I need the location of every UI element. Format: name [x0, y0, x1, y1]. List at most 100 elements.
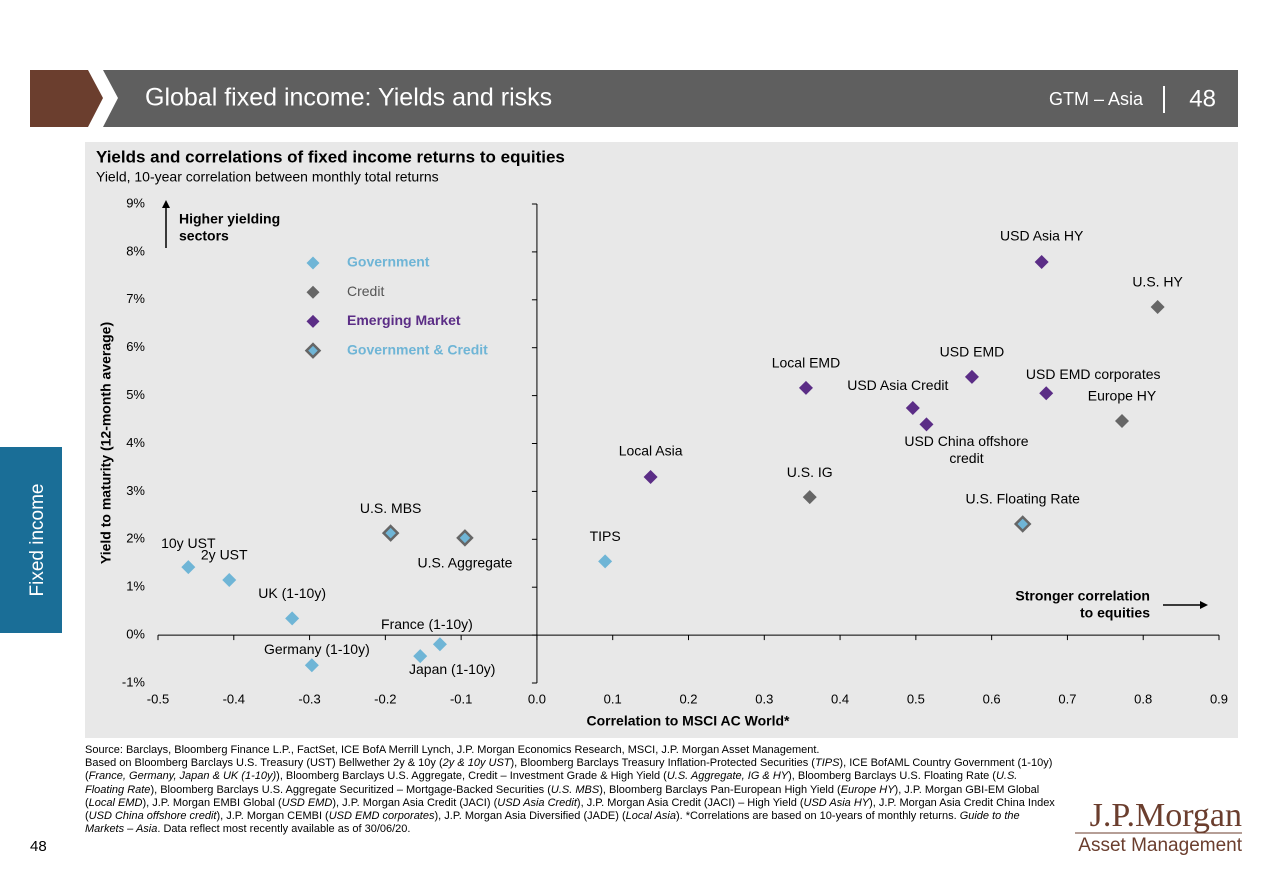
point: [798, 380, 813, 395]
logo-brand: J.P.Morgan: [1090, 797, 1242, 834]
point-label: U.S. HY: [1132, 274, 1183, 290]
point: [181, 560, 196, 575]
y-tick-label: 5%: [126, 387, 145, 402]
footnote-text: USD EMD: [281, 796, 333, 809]
footnote-text: ), J.P. Morgan Asia Credit China Index (: [85, 796, 1055, 823]
footnote-text: Source: Barclays, Bloomberg Finance L.P.…: [85, 744, 820, 756]
point: [1013, 515, 1032, 533]
footnote-text: Local EMD: [88, 796, 143, 809]
x-tick-label: -0.1: [450, 691, 472, 706]
footnote-text: USD Asia Credit: [497, 796, 577, 809]
point-label: Europe HY: [1088, 388, 1157, 404]
footnote-text: 2y & 10y UST: [442, 757, 511, 770]
footnote-text: Guide to the Markets – Asia: [85, 810, 1020, 836]
y-tick-label: 4%: [126, 435, 145, 450]
footnote-text: ), J.P. Morgan Asia Credit (JACI) (: [332, 796, 498, 809]
point-label: Germany (1-10y): [264, 641, 370, 657]
footnote-text: U.S. MBS: [550, 783, 600, 796]
side-tab-label: Fixed income: [27, 484, 48, 597]
point-label: U.S. Aggregate: [417, 555, 512, 571]
y-tick-label: 2%: [126, 531, 145, 546]
point: [598, 554, 613, 569]
point-label: Local EMD: [772, 355, 840, 371]
annotation-arrowhead: [1200, 601, 1208, 609]
x-tick-label: 0.1: [604, 691, 622, 706]
x-tick-label: -0.4: [223, 691, 245, 706]
y-tick-label: 3%: [126, 483, 145, 498]
annotation: Higher yielding: [179, 211, 280, 227]
x-tick-label: 0.0: [528, 691, 546, 706]
footnote-text: USD China offshore credit: [88, 810, 217, 823]
chart-subtitle: Yield, 10-year correlation between month…: [96, 169, 439, 185]
point: [919, 417, 934, 432]
point-label: Japan (1-10y): [409, 661, 495, 677]
point-label: 10y UST: [161, 535, 216, 551]
footnote-text: ), J.P. Morgan CEMBI (: [216, 810, 329, 823]
footnote-text: ), J.P. Morgan GBI-EM Global (: [85, 783, 1040, 809]
footnote-text: ), J.P. Morgan Asia Credit (JACI) – High…: [576, 796, 804, 809]
footnote-text: Based on Bloomberg Barclays U.S. Treasur…: [85, 757, 443, 770]
point: [1150, 299, 1165, 314]
side-tab: [0, 447, 62, 633]
point: [432, 637, 447, 652]
footnote-text: USD EMD corporates: [328, 810, 435, 823]
legend-label: Government: [347, 254, 430, 270]
footnote-text: ), J.P. Morgan EMBI Global (: [142, 796, 282, 809]
x-tick-label: 0.6: [983, 691, 1001, 706]
point: [381, 524, 400, 542]
point-label: USD EMD corporates: [1026, 366, 1161, 382]
header-page: 48: [1189, 85, 1216, 112]
footnote-text: ), Bloomberg Barclays U.S. Aggregate, Cr…: [276, 770, 667, 783]
point-label: U.S. MBS: [360, 500, 421, 516]
point: [413, 649, 428, 664]
footnote-text: ), Bloomberg Barclays Treasury Inflation…: [510, 757, 815, 770]
chart-panel: [85, 142, 1238, 738]
point-label: France (1-10y): [381, 616, 473, 632]
y-tick-label: 1%: [126, 579, 145, 594]
header-title: Global fixed income: Yields and risks: [145, 84, 552, 112]
x-tick-label: -0.5: [147, 691, 169, 706]
footnote-text: ), J.P. Morgan Asia Diversified (JADE) (: [434, 810, 626, 823]
footnote-text: . Data reflect most recently available a…: [157, 823, 411, 836]
annotation: Stronger correlation: [1015, 588, 1150, 604]
annotation-arrowhead: [162, 200, 170, 208]
footnote-text: ), Bloomberg Barclays U.S. Floating Rate…: [788, 770, 996, 783]
y-axis-title: Yield to maturity (12-month average): [98, 322, 114, 564]
footnote-body: Based on Bloomberg Barclays U.S. Treasur…: [85, 757, 1055, 836]
point: [285, 611, 300, 626]
y-tick-label: -1%: [122, 674, 146, 689]
x-tick-label: 0.7: [1058, 691, 1076, 706]
annotation: to equities: [1080, 605, 1150, 621]
point-label: 2y UST: [201, 547, 248, 563]
point: [905, 401, 920, 416]
x-tick-label: 0.2: [679, 691, 697, 706]
legend-label: Emerging Market: [347, 312, 461, 328]
footnote-text: USD Asia HY: [803, 796, 870, 809]
point: [643, 470, 658, 485]
point: [1034, 254, 1049, 269]
footnote-text: ), Bloomberg Barclays U.S. Aggregate Sec…: [150, 783, 551, 796]
footnote-source: Source: Barclays, Bloomberg Finance L.P.…: [85, 744, 1055, 757]
legend-marker: [304, 342, 322, 359]
footnote-text: ). *Correlations are based on 10-years o…: [675, 810, 960, 823]
footnote-text: Local Asia: [625, 810, 676, 823]
point-label: TIPS: [590, 528, 621, 544]
x-tick-label: 0.3: [755, 691, 773, 706]
point: [456, 529, 474, 547]
y-tick-label: 8%: [126, 243, 145, 258]
point-label: USD Asia HY: [1000, 228, 1084, 244]
y-tick-label: 7%: [126, 291, 145, 306]
point-label: U.S. Floating Rate: [966, 491, 1081, 507]
footnote-text: U.S. Aggregate, IG & HY: [666, 770, 789, 783]
footnote: Source: Barclays, Bloomberg Finance L.P.…: [85, 744, 1055, 836]
y-tick-label: 9%: [126, 195, 145, 210]
x-tick-label: 0.8: [1134, 691, 1152, 706]
header-guide: GTM – Asia: [1049, 89, 1144, 109]
footnote-text: TIPS: [814, 757, 840, 770]
point: [1039, 386, 1054, 401]
x-axis-title: Correlation to MSCI AC World*: [587, 713, 791, 729]
footnote-text: ), ICE BofAML Country Government (1-10y)…: [85, 757, 1053, 783]
legend-label: Credit: [347, 283, 384, 299]
point-label: UK (1-10y): [258, 585, 326, 601]
